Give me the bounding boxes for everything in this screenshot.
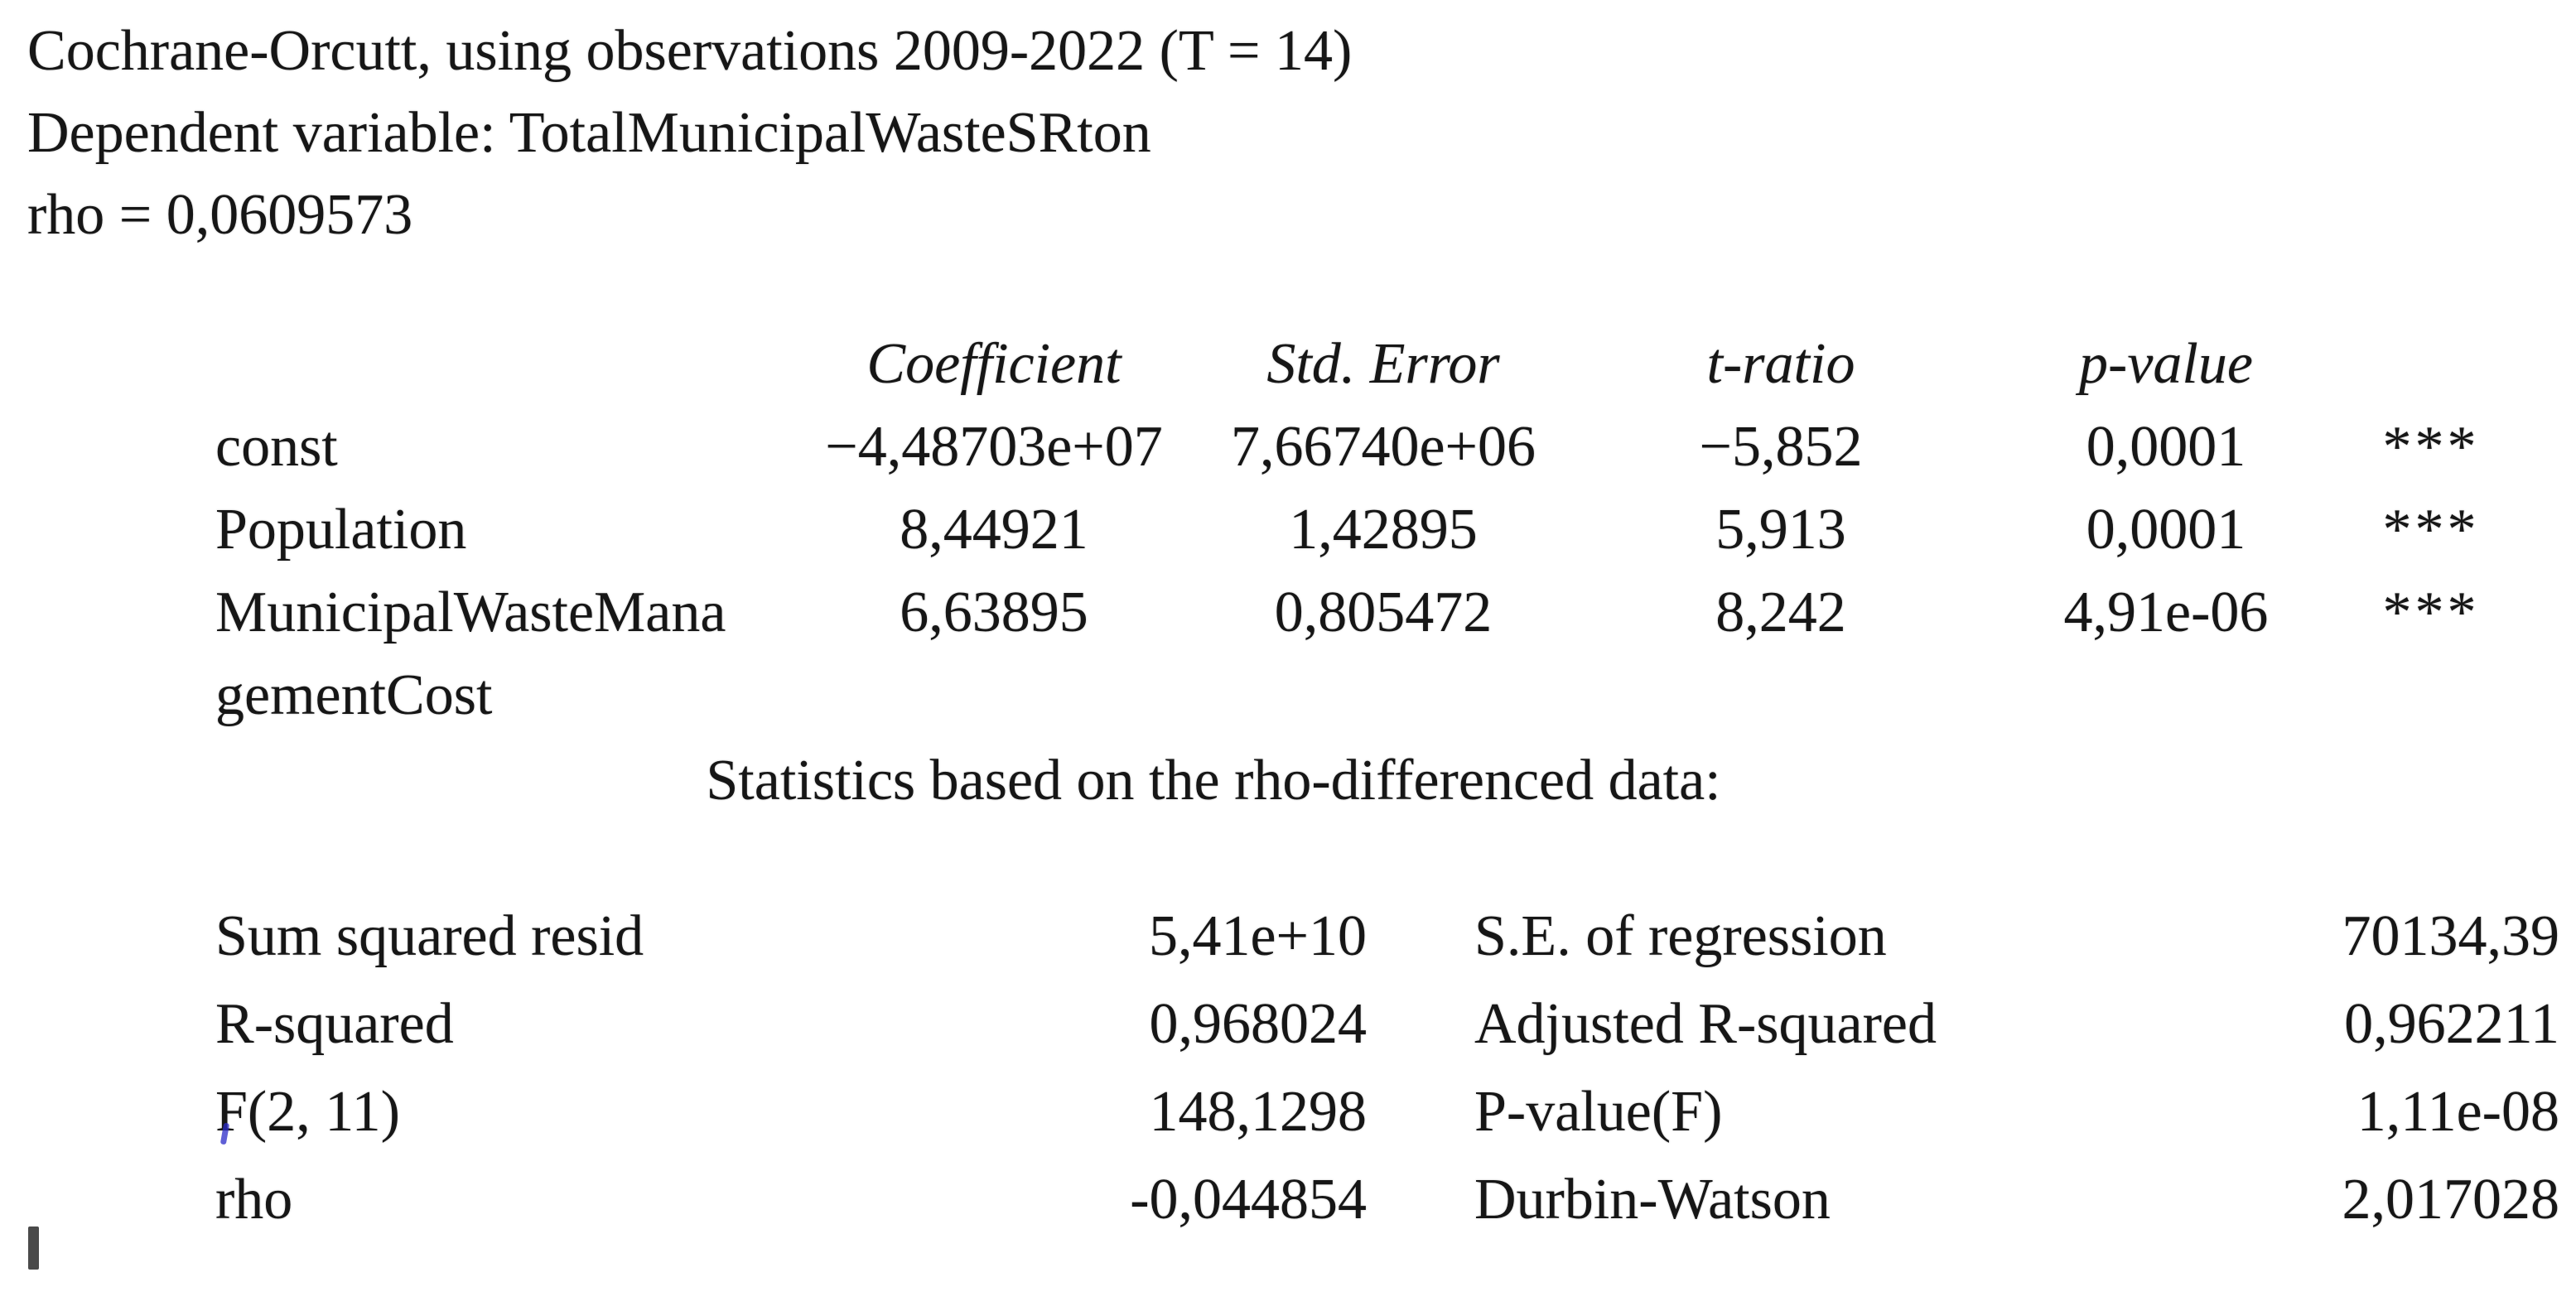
column-gutter xyxy=(1367,981,1474,1068)
stat-durbin-watson-label: Durbin-Watson xyxy=(1474,1168,1831,1231)
stat-se-regression-label: S.E. of regression xyxy=(1474,904,1887,968)
stat-rho-value: -0,044854 xyxy=(1130,1168,1367,1231)
stat-f-value: 148,1298 xyxy=(1149,1080,1368,1144)
row-const-variable: const xyxy=(215,415,338,479)
row-const-t-ratio: −5,852 xyxy=(1699,415,1863,479)
rho-line: rho = 0,0609573 xyxy=(27,183,413,247)
col-header-std-error: Std. Error xyxy=(1266,332,1500,396)
row-population-significance-stars: *** xyxy=(2382,498,2480,561)
stat-p-value-f-label: P-value(F) xyxy=(1474,1080,1723,1144)
stat-rho-label: rho xyxy=(215,1168,293,1231)
row-waste-cost-t-ratio: 8,242 xyxy=(1715,581,1846,644)
dependent-variable-line: Dependent variable: TotalMunicipalWasteS… xyxy=(27,101,1151,165)
stat-durbin-watson-value: 2,017028 xyxy=(2342,1168,2560,1231)
col-header-significance xyxy=(2319,323,2543,406)
row-waste-cost-std-error: 0,805472 xyxy=(1274,581,1493,644)
col-header-p-value: p-value xyxy=(2079,332,2253,396)
stat-adj-r-squared-value: 0,962211 xyxy=(2344,992,2559,1056)
row-population-std-error: 1,42895 xyxy=(1289,498,1478,561)
row-const-coefficient: −4,48703e+07 xyxy=(825,415,1163,479)
rho-differenced-caption: Statistics based on the rho-differenced … xyxy=(706,749,1721,812)
row-population-variable: Population xyxy=(215,498,467,561)
model-header: Cochrane-Orcutt, using observations 2009… xyxy=(27,10,1352,256)
column-gutter xyxy=(1367,1068,1474,1156)
row-population-p-value: 0,0001 xyxy=(2086,498,2246,561)
stat-adj-r-squared-label: Adjusted R-squared xyxy=(1474,992,1937,1056)
column-gutter xyxy=(1367,893,1474,981)
col-header-coefficient: Coefficient xyxy=(866,332,1122,396)
row-population-t-ratio: 5,913 xyxy=(1715,498,1846,561)
col-header-t-ratio: t-ratio xyxy=(1706,332,1855,396)
stat-f-label: F(2, 11) xyxy=(215,1080,400,1144)
row-waste-cost-p-value: 4,91e-06 xyxy=(2063,581,2269,644)
stat-p-value-f-value: 1,11e-08 xyxy=(2357,1080,2559,1144)
row-population-coefficient: 8,44921 xyxy=(900,498,1088,561)
row-const-significance-stars: *** xyxy=(2382,415,2480,479)
stat-r-squared-value: 0,968024 xyxy=(1149,992,1368,1056)
stat-r-squared-label: R-squared xyxy=(215,992,454,1056)
col-header-variable xyxy=(215,323,770,406)
row-waste-cost-variable: MunicipalWasteMana gementCost xyxy=(215,581,726,727)
stat-sum-squared-resid-value: 5,41e+10 xyxy=(1148,904,1367,968)
row-const-p-value: 0,0001 xyxy=(2086,415,2246,479)
text-cursor[interactable] xyxy=(28,1226,39,1270)
summary-statistics-table: Sum squared resid 5,41e+10 S.E. of regre… xyxy=(215,893,2559,1244)
row-const-std-error: 7,66740e+06 xyxy=(1230,415,1536,479)
stat-sum-squared-resid-label: Sum squared resid xyxy=(215,904,644,968)
row-waste-cost-significance-stars: *** xyxy=(2382,581,2480,644)
row-waste-cost-coefficient: 6,63895 xyxy=(900,581,1088,644)
column-gutter xyxy=(1367,1156,1474,1244)
model-spec-line: Cochrane-Orcutt, using observations 2009… xyxy=(27,19,1353,83)
coefficient-table: Coefficient Std. Error t-ratio p-value c… xyxy=(215,323,2543,737)
stat-se-regression-value: 70134,39 xyxy=(2342,904,2560,968)
